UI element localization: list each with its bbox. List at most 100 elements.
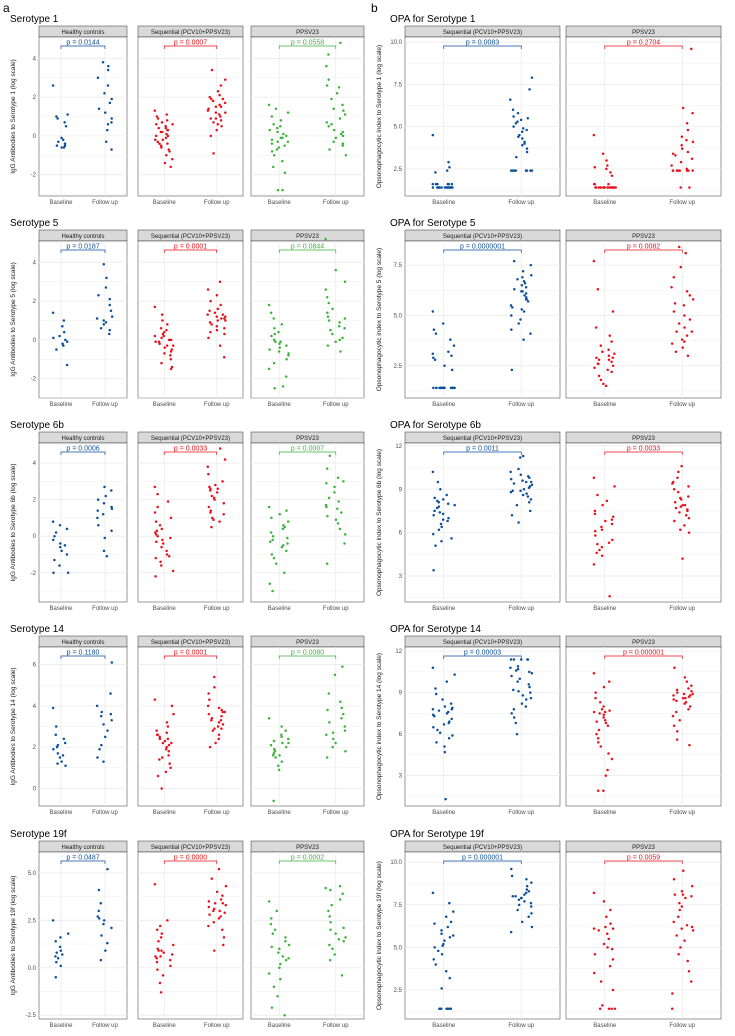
data-point	[271, 589, 274, 593]
data-point	[519, 456, 522, 459]
y-tick-label: 6	[399, 732, 403, 738]
data-point	[325, 756, 329, 759]
data-point	[337, 938, 341, 941]
data-point	[521, 275, 524, 279]
data-point	[53, 558, 56, 562]
data-point	[327, 909, 330, 913]
data-point	[206, 465, 210, 469]
data-point	[156, 733, 160, 737]
data-point	[224, 319, 227, 322]
data-point	[444, 915, 448, 919]
data-point	[65, 340, 69, 344]
data-point	[593, 165, 597, 169]
data-point	[287, 957, 290, 960]
x-tick-label: Follow up	[323, 200, 349, 206]
data-point	[516, 111, 520, 115]
data-point	[154, 138, 157, 142]
data-point	[61, 342, 64, 345]
data-point	[448, 976, 452, 980]
data-point	[107, 64, 110, 68]
data-point	[97, 917, 101, 920]
data-point	[214, 741, 217, 745]
data-point	[510, 674, 513, 678]
data-point	[280, 760, 283, 763]
data-point	[324, 237, 327, 241]
data-point	[672, 275, 676, 279]
data-point	[511, 489, 514, 492]
data-point	[224, 884, 228, 888]
x-tick-label: Baseline	[153, 1023, 177, 1029]
chart-igg-1: Serotype 1 IgG Antibodies to Serotype 1 (…	[10, 14, 365, 206]
data-point	[450, 707, 454, 711]
data-point	[343, 113, 347, 116]
x-tick-label: Follow up	[92, 606, 118, 612]
data-point	[523, 900, 526, 903]
data-point	[338, 338, 342, 342]
data-point	[528, 685, 531, 689]
data-point	[688, 294, 692, 297]
data-point	[64, 338, 67, 342]
data-point	[56, 752, 60, 755]
chart-opa-6b: OPA for Serotype 6b Opsonophagocytic inde…	[376, 420, 722, 612]
pvalue-label: p = 0.0033	[627, 446, 660, 453]
data-point	[604, 384, 608, 388]
data-point	[509, 470, 512, 474]
data-point	[680, 927, 683, 930]
data-point	[102, 760, 105, 763]
data-point	[526, 116, 530, 120]
data-point	[167, 743, 171, 747]
facet-label: PPSV23	[296, 436, 319, 442]
data-point	[210, 494, 214, 498]
data-point	[278, 754, 281, 757]
data-point	[527, 501, 531, 504]
data-point	[206, 313, 209, 316]
data-point	[607, 541, 611, 544]
data-point	[600, 554, 604, 557]
pvalue-bracket	[60, 249, 106, 253]
data-point	[606, 724, 610, 728]
data-point	[62, 146, 66, 149]
data-point	[276, 994, 279, 998]
data-point	[104, 321, 108, 324]
data-point	[168, 958, 172, 962]
pvalue-bracket	[60, 655, 106, 659]
facet-label: Healthy controls	[61, 234, 104, 240]
data-point	[208, 321, 212, 324]
data-point	[287, 741, 290, 745]
data-point	[609, 908, 612, 912]
data-point	[156, 947, 159, 951]
data-point	[272, 154, 276, 157]
data-point	[110, 719, 113, 722]
data-point	[165, 132, 168, 136]
data-point	[66, 113, 69, 116]
data-point	[156, 140, 159, 143]
data-point	[439, 386, 442, 390]
data-point	[96, 76, 100, 79]
data-point	[154, 575, 157, 578]
data-point	[217, 721, 221, 724]
data-point	[168, 150, 171, 153]
data-point	[609, 922, 612, 925]
data-point	[520, 896, 523, 900]
data-point	[160, 361, 163, 365]
data-point	[155, 957, 159, 960]
data-point	[690, 684, 693, 687]
data-point	[216, 307, 220, 311]
data-point	[156, 505, 159, 509]
data-point	[285, 134, 288, 138]
data-point	[169, 766, 172, 770]
data-point	[159, 144, 163, 147]
data-point	[326, 311, 329, 314]
data-point	[284, 936, 287, 939]
data-point	[273, 928, 277, 932]
data-point	[219, 115, 222, 118]
data-point	[443, 364, 446, 368]
facet-0: Sequential (PCV10+PPSV23) p = 0.0000001 Ba…	[404, 229, 561, 408]
data-point	[65, 553, 69, 556]
data-point	[287, 943, 291, 947]
data-point	[675, 330, 678, 333]
data-point	[110, 121, 113, 124]
data-point	[337, 86, 341, 89]
data-point	[209, 134, 213, 138]
data-point	[212, 152, 215, 155]
